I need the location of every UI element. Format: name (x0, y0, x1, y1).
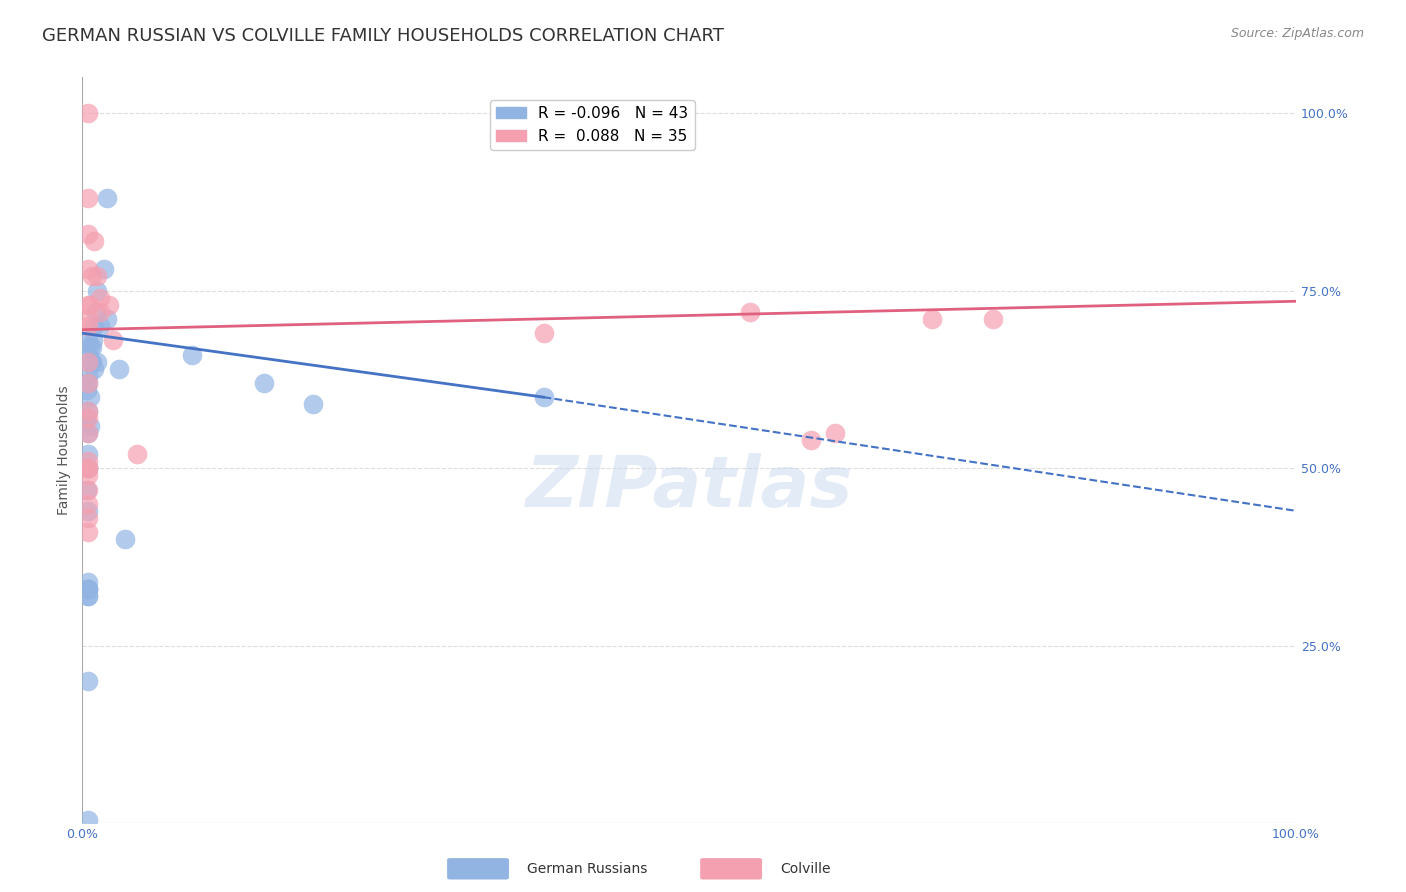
Y-axis label: Family Households: Family Households (58, 385, 72, 516)
Point (77, 461, 100, 475)
Text: ZIPatlas: ZIPatlas (526, 453, 853, 522)
Point (981, 312, 1004, 326)
Point (77, 813, 100, 827)
Point (77, 483, 100, 497)
Point (79, 298, 101, 312)
Point (77, 334, 100, 348)
Text: GERMAN RUSSIAN VS COLVILLE FAMILY HOUSEHOLDS CORRELATION CHART: GERMAN RUSSIAN VS COLVILLE FAMILY HOUSEH… (42, 27, 724, 45)
Point (824, 425, 846, 440)
Point (77, 411, 100, 425)
Point (738, 305, 761, 319)
Point (77, 497, 100, 511)
Point (125, 447, 148, 461)
Point (77, 425, 100, 440)
Point (83, 361, 105, 376)
Point (77, 574, 100, 589)
Point (77, 504, 100, 518)
Point (76, 383, 98, 397)
Point (77, 368, 100, 383)
Point (114, 533, 136, 547)
Point (77, 106, 100, 120)
Point (83, 319, 105, 334)
Point (77, 425, 100, 440)
Point (107, 361, 129, 376)
Point (89, 291, 111, 305)
Point (77, 227, 100, 241)
Point (302, 397, 325, 411)
Point (77, 376, 100, 390)
Point (84, 305, 107, 319)
Point (89, 319, 111, 334)
Point (77, 589, 100, 603)
Point (77, 312, 100, 326)
Legend: R = -0.096   N = 43, R =  0.088   N = 35: R = -0.096 N = 43, R = 0.088 N = 35 (489, 100, 695, 150)
Point (77, 447, 100, 461)
Point (253, 376, 276, 390)
Point (77, 404, 100, 418)
Point (77, 376, 100, 390)
Point (79, 340, 101, 354)
Point (86, 284, 108, 298)
Point (77, 354, 100, 368)
Point (98, 298, 121, 312)
Point (80, 269, 103, 284)
Point (77, 347, 100, 361)
Point (86, 269, 108, 284)
Point (96, 312, 118, 326)
Point (80, 340, 103, 354)
Text: Colville: Colville (780, 862, 831, 876)
Point (76, 483, 98, 497)
Point (83, 234, 105, 248)
Point (77, 589, 100, 603)
Point (82, 334, 104, 348)
Point (77, 262, 100, 277)
Point (800, 433, 823, 447)
Point (89, 305, 111, 319)
Point (77, 461, 100, 475)
Point (77, 298, 100, 312)
Point (77, 461, 100, 475)
Point (80, 354, 103, 368)
Point (77, 454, 100, 468)
Point (86, 354, 108, 368)
Point (77, 404, 100, 418)
Point (77, 525, 100, 540)
Point (79, 418, 101, 433)
Point (80, 354, 103, 368)
Point (180, 347, 202, 361)
Point (77, 511, 100, 525)
Point (77, 582, 100, 596)
Point (77, 582, 100, 596)
Text: German Russians: German Russians (527, 862, 648, 876)
Point (79, 390, 101, 404)
Text: Source: ZipAtlas.com: Source: ZipAtlas.com (1230, 27, 1364, 40)
Point (77, 191, 100, 205)
Point (75, 411, 97, 425)
Point (533, 390, 555, 404)
Point (533, 326, 555, 341)
Point (921, 312, 943, 326)
Point (93, 262, 115, 277)
Point (77, 319, 100, 334)
Point (77, 468, 100, 483)
Point (77, 674, 100, 689)
Point (77, 461, 100, 475)
Point (101, 334, 124, 348)
Point (96, 191, 118, 205)
Point (77, 582, 100, 596)
